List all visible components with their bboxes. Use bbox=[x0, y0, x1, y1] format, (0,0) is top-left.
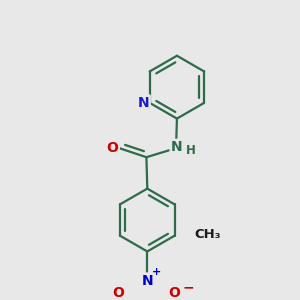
Text: N: N bbox=[138, 96, 149, 110]
Text: N: N bbox=[171, 140, 183, 154]
Text: H: H bbox=[185, 144, 195, 158]
Text: N: N bbox=[142, 274, 153, 288]
Text: +: + bbox=[152, 267, 161, 277]
Text: O: O bbox=[168, 286, 180, 300]
Text: O: O bbox=[112, 286, 124, 300]
Text: O: O bbox=[106, 141, 118, 155]
Text: CH₃: CH₃ bbox=[194, 228, 221, 241]
Text: −: − bbox=[183, 280, 194, 294]
